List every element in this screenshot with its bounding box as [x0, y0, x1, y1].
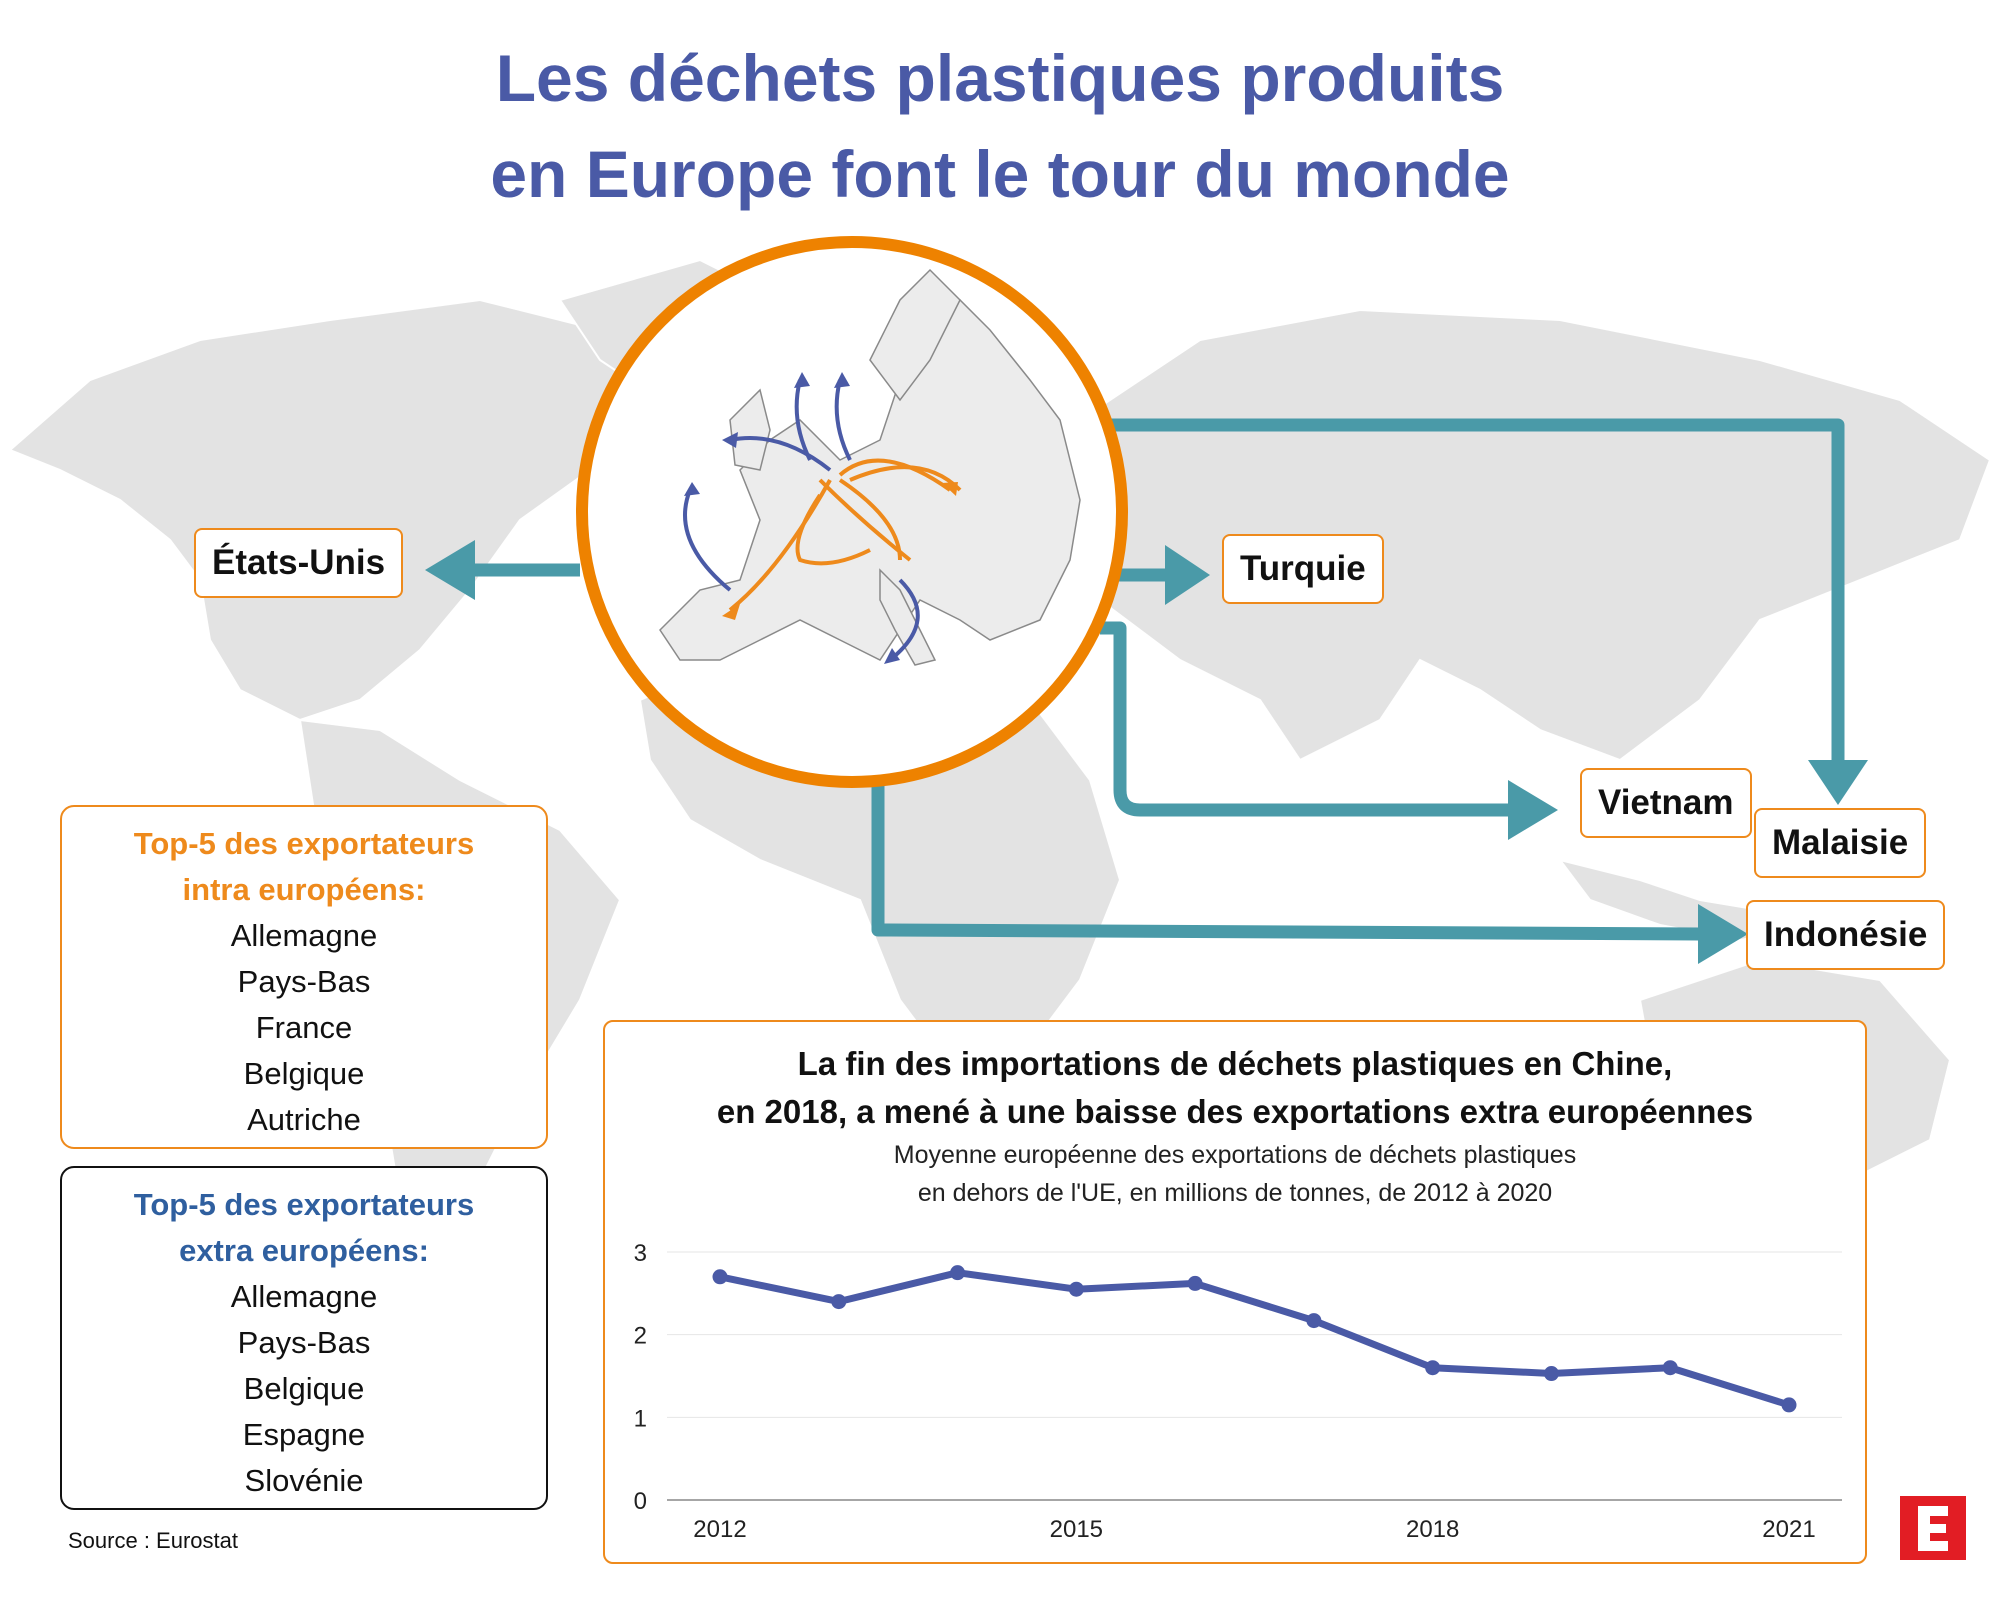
uk-shape — [729, 388, 771, 471]
list-item: Belgique — [243, 1371, 365, 1406]
intra-arrow-orange-5 — [795, 493, 871, 566]
arrowhead-vietnam — [1508, 780, 1558, 840]
y-tick-label: 1 — [634, 1405, 647, 1432]
arrowhead-turkey — [1165, 545, 1210, 605]
list-item: Espagne — [242, 1417, 366, 1452]
arrowhead-usa — [425, 540, 475, 600]
e-letter-icon — [1918, 1506, 1948, 1551]
list-item: Autriche — [247, 1102, 361, 1137]
chart-subtitle-line-1: Moyenne européenne des exportations de d… — [893, 1141, 1577, 1169]
data-point — [1068, 1281, 1084, 1297]
intra-arrowhead-b5 — [884, 648, 900, 664]
list-item: Slovénie — [244, 1463, 364, 1498]
intra-arrowhead-b4 — [684, 482, 700, 496]
line-chart: 0 1 2 3 2012 2015 2018 2021 — [634, 1240, 1842, 1543]
x-tick-label: 2021 — [1762, 1516, 1815, 1543]
page-title-line-2: en Europe font le tour du monde — [490, 137, 1510, 211]
data-point — [1306, 1313, 1322, 1329]
top5-extra-box: Top-5 des exportateurs extra européens: … — [60, 1166, 548, 1510]
arrow-to-malaysia — [1100, 418, 1845, 760]
x-tick-label: 2018 — [1406, 1516, 1459, 1543]
list-item: Pays-Bas — [237, 1325, 371, 1360]
top5-intra-heading-2: intra européens: — [182, 872, 426, 907]
intra-arrow-orange-4 — [849, 465, 962, 492]
intra-arrow-blue-2 — [794, 379, 812, 461]
asia-shape — [1058, 308, 1992, 762]
top5-extra-heading-1: Top-5 des exportateurs — [133, 1187, 475, 1222]
intra-arrowhead-o2 — [942, 482, 958, 496]
arrowhead-malaysia — [1808, 760, 1868, 805]
list-item: Allemagne — [230, 1279, 378, 1314]
chart-title-line-2: en 2018, a mené à une baisse des exporta… — [716, 1093, 1754, 1130]
data-point — [1425, 1360, 1441, 1376]
x-tick-label: 2012 — [693, 1516, 746, 1543]
publisher-logo — [1900, 1496, 1966, 1560]
intra-arrow-orange-6 — [818, 478, 912, 562]
intra-arrowhead-b3 — [834, 372, 850, 388]
y-tick-label: 3 — [634, 1240, 647, 1267]
x-tick-label: 2015 — [1050, 1516, 1103, 1543]
data-point — [712, 1269, 728, 1285]
chart-subtitle-line-2: en dehors de l'UE, en millions de tonnes… — [917, 1179, 1553, 1207]
intra-arrow-blue-5 — [888, 578, 920, 662]
data-point — [1781, 1397, 1797, 1413]
top5-intra-heading-1: Top-5 des exportateurs — [133, 826, 475, 861]
arrow-to-indonesia — [871, 770, 1701, 941]
y-tick-label: 2 — [634, 1323, 647, 1350]
data-point — [1662, 1360, 1678, 1376]
list-item: Allemagne — [230, 918, 378, 953]
italy-shape — [879, 568, 937, 666]
data-point — [831, 1294, 847, 1310]
data-point — [950, 1265, 966, 1281]
label-vietnam: Vietnam — [1580, 768, 1752, 838]
label-indonesie: Indonésie — [1746, 900, 1946, 970]
chart-panel: La fin des importations de déchets plast… — [603, 1020, 1867, 1564]
intra-arrow-blue-1 — [729, 436, 832, 472]
intra-arrowhead-o1 — [722, 604, 740, 620]
label-malaisie: Malaisie — [1754, 808, 1927, 878]
scandinavia-shape — [869, 268, 961, 402]
arrow-to-vietnam — [1100, 621, 1510, 817]
data-point — [1543, 1366, 1559, 1382]
intra-arrow-blue-4 — [683, 489, 732, 592]
source-note: Source : Eurostat — [68, 1528, 238, 1553]
intra-arrow-orange-2 — [838, 458, 952, 492]
top5-extra-heading-2: extra européens: — [179, 1233, 429, 1268]
chart-title-line-1: La fin des importations de déchets plast… — [797, 1045, 1673, 1082]
arrowhead-indonesia — [1698, 904, 1748, 964]
list-item: Belgique — [243, 1056, 365, 1091]
intra-arrow-blue-3 — [834, 379, 852, 461]
page-title-line-1: Les déchets plastiques produits — [495, 41, 1505, 115]
page-title: Les déchets plastiques produits en Europ… — [0, 30, 2000, 222]
label-etats-unis: États-Unis — [194, 528, 404, 598]
intra-arrowhead-b2 — [794, 372, 810, 388]
intra-arrowhead-b1 — [722, 432, 738, 448]
y-tick-label: 0 — [634, 1488, 647, 1515]
list-item: Pays-Bas — [237, 964, 371, 999]
north-america-shape — [8, 298, 642, 722]
data-point — [1187, 1275, 1203, 1291]
top5-intra-box: Top-5 des exportateurs intra européens: … — [60, 805, 548, 1149]
label-turquie: Turquie — [1222, 534, 1384, 604]
series-line — [719, 1269, 1791, 1409]
list-item: France — [255, 1010, 353, 1045]
